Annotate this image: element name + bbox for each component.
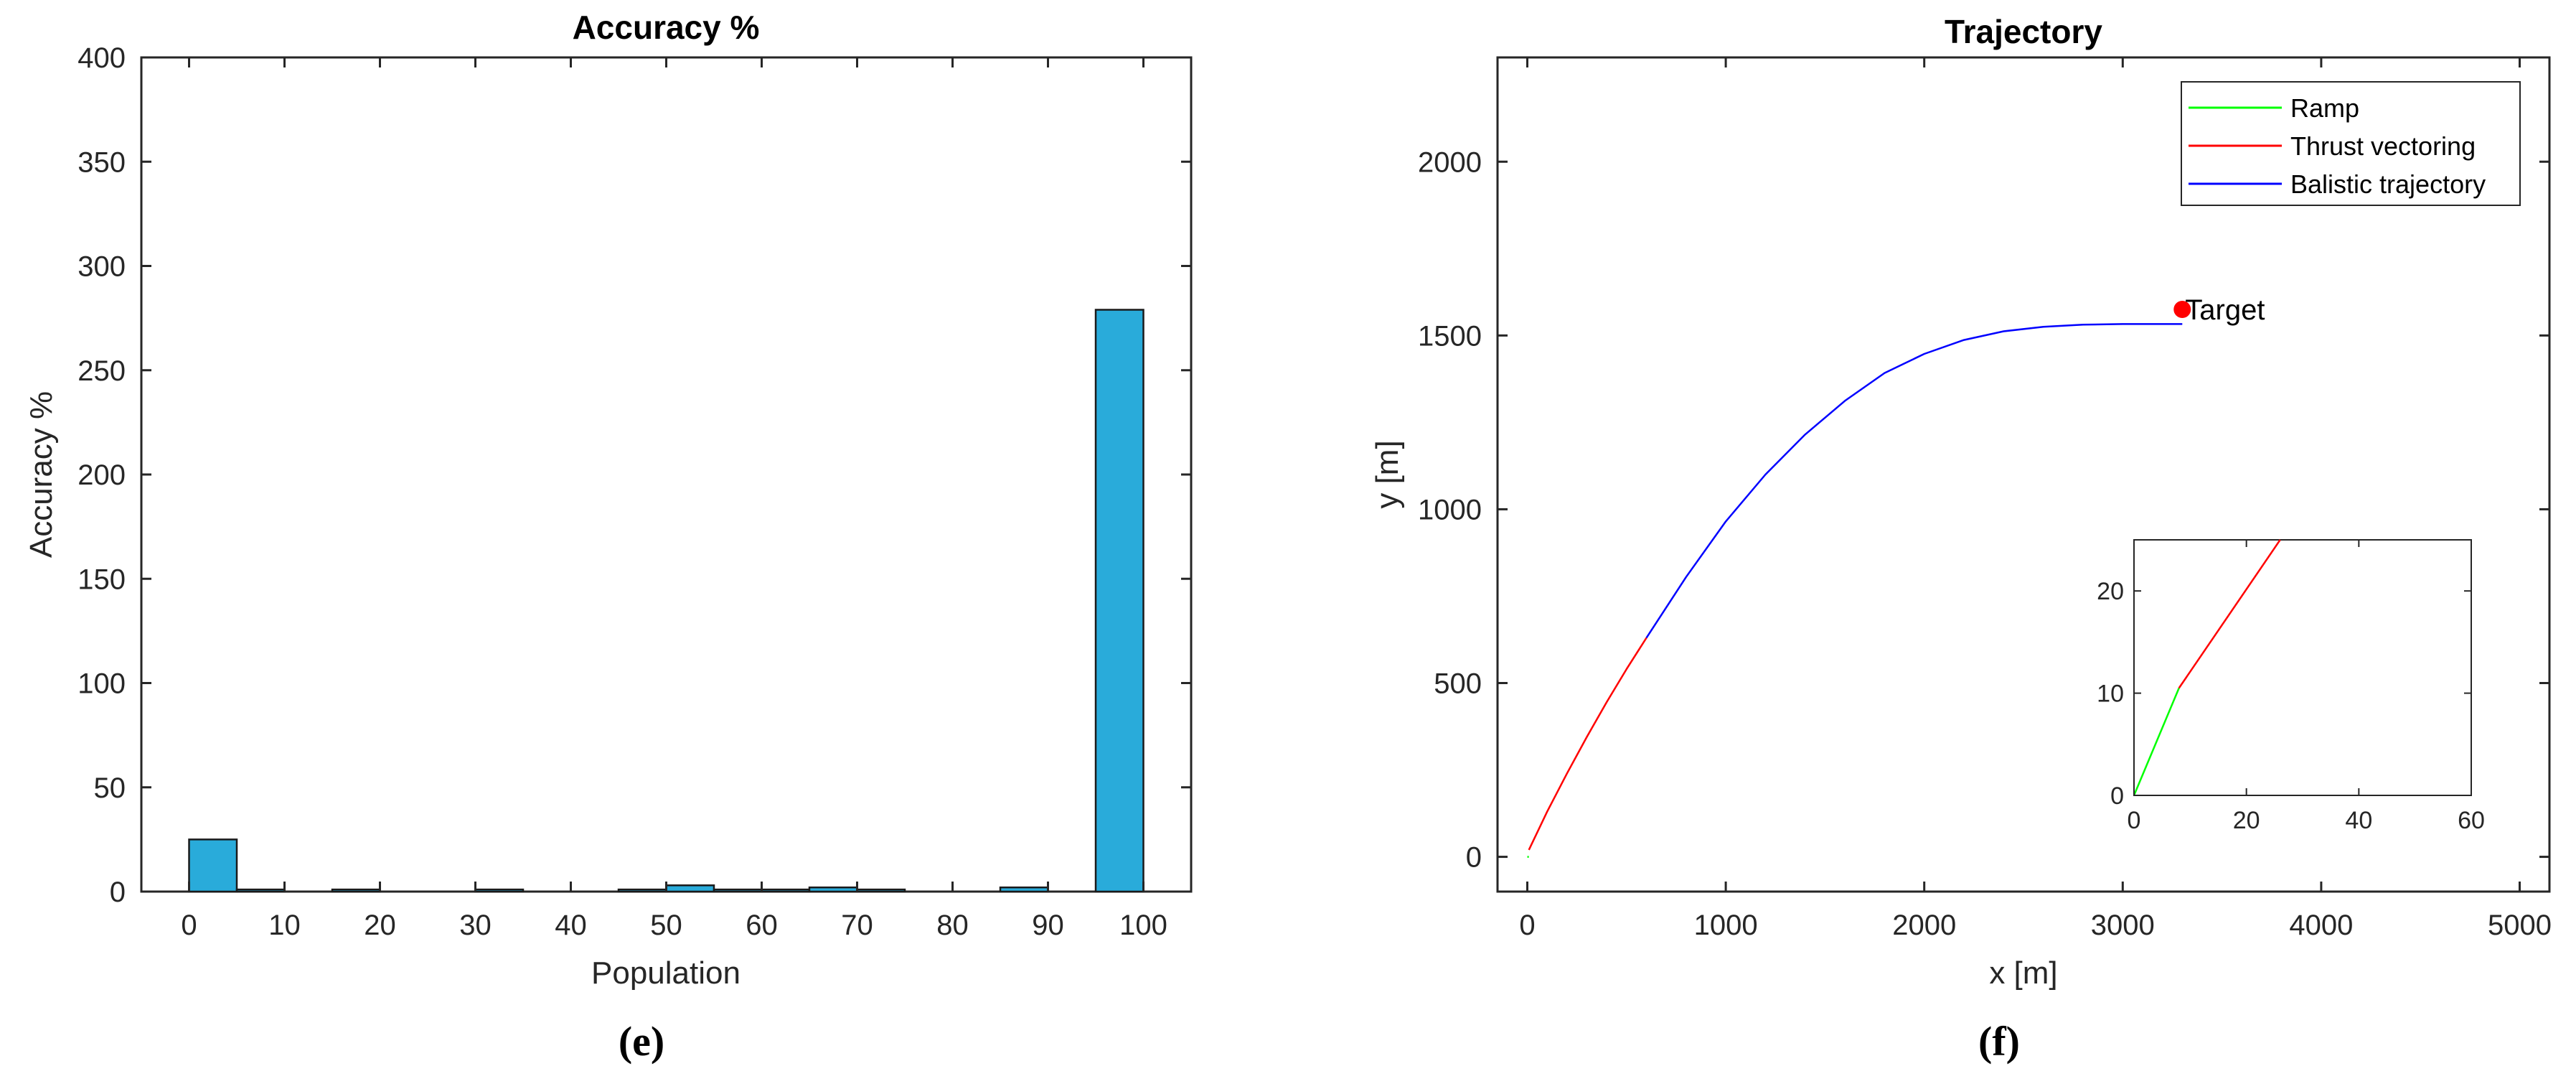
histogram-x-label: Population xyxy=(591,955,741,991)
y-tick-label: 150 xyxy=(77,564,126,595)
series-line-balistic-trajectory xyxy=(1645,323,2183,639)
x-tick-label: 60 xyxy=(746,910,778,941)
histogram-bar xyxy=(856,888,906,893)
trajectory-x-ticks: 0 1000 2000 3000 4000 5000 xyxy=(1519,57,2552,941)
histogram-bar xyxy=(474,888,525,893)
inset-y-tick-label: 0 xyxy=(2110,782,2124,810)
y-tick-label: 200 xyxy=(77,459,126,491)
x-tick-label: 50 xyxy=(650,910,682,941)
trajectory-y-label: y [m] xyxy=(1370,440,1405,508)
inset-x-tick-label: 20 xyxy=(2233,807,2260,834)
histogram-chart: 0 10 20 30 40 50 60 70 80 90 100 0 50 100 150 200 250 30… xyxy=(24,9,1193,1065)
x-tick-label: 5000 xyxy=(2488,910,2552,941)
inset-plot-area xyxy=(2133,539,2472,796)
y-tick-label: 350 xyxy=(77,146,126,178)
x-tick-label: 70 xyxy=(841,910,873,941)
trajectory-legend: Ramp Thrust vectoring Balistic trajector… xyxy=(2181,81,2521,206)
x-tick-label: 0 xyxy=(1519,910,1535,941)
x-tick-label: 40 xyxy=(555,910,587,941)
histogram-bar xyxy=(331,888,381,893)
target-label: Target xyxy=(2185,294,2265,326)
y-tick-label: 0 xyxy=(110,877,126,908)
y-tick-label: 50 xyxy=(94,772,126,804)
histogram-bar xyxy=(808,886,858,893)
series-line-thrust-vectoring xyxy=(1528,637,1647,851)
histogram-bar xyxy=(235,888,286,893)
histogram-x-ticks: 0 10 20 30 40 50 60 70 80 90 100 xyxy=(181,57,1167,941)
trajectory-inset: 0 20 40 60 0 10 20 xyxy=(2097,539,2485,834)
histogram-bars xyxy=(188,309,1144,893)
x-tick-label: 90 xyxy=(1032,910,1064,941)
y-tick-label: 400 xyxy=(77,42,126,74)
y-tick-label: 2000 xyxy=(1418,146,1482,178)
panel-label-f: (f) xyxy=(1978,1018,2020,1065)
histogram-bar xyxy=(665,884,715,893)
inset-x-tick-label: 40 xyxy=(2345,807,2372,834)
x-tick-label: 20 xyxy=(364,910,396,941)
x-tick-label: 2000 xyxy=(1892,910,1956,941)
x-tick-label: 0 xyxy=(181,910,197,941)
histogram-plot-area xyxy=(140,56,1193,893)
legend-ramp-label: Ramp xyxy=(2290,93,2359,123)
x-tick-label: 100 xyxy=(1119,910,1167,941)
target-marker xyxy=(2173,301,2191,319)
x-tick-label: 4000 xyxy=(2289,910,2353,941)
inset-y-tick-label: 20 xyxy=(2097,578,2124,605)
inset-line-ramp xyxy=(2133,688,2180,796)
histogram-bar xyxy=(1094,309,1144,893)
inset-line-thrust-vectoring xyxy=(2178,539,2281,689)
inset-x-ticks: 0 20 40 60 xyxy=(2128,540,2485,834)
inset-y-ticks: 0 10 20 xyxy=(2097,578,2471,810)
trajectory-lines xyxy=(1527,323,2183,858)
histogram-bar xyxy=(617,888,667,893)
trajectory-x-label: x [m] xyxy=(1989,955,2057,991)
legend-ballistic-label: Balistic trajectory xyxy=(2290,169,2486,199)
y-tick-label: 500 xyxy=(1434,668,1482,700)
y-tick-label: 1000 xyxy=(1418,494,1482,525)
inset-x-tick-label: 60 xyxy=(2458,807,2485,834)
x-tick-label: 30 xyxy=(459,910,492,941)
histogram-title: Accuracy % xyxy=(573,9,760,46)
histogram-bar xyxy=(713,888,763,893)
histogram-bar xyxy=(761,888,811,893)
histogram-bar xyxy=(999,886,1049,893)
y-tick-label: 300 xyxy=(77,251,126,283)
x-tick-label: 80 xyxy=(936,910,969,941)
inset-x-tick-label: 0 xyxy=(2128,807,2141,834)
inset-lines xyxy=(2133,539,2281,796)
x-tick-label: 1000 xyxy=(1694,910,1758,941)
histogram-y-ticks: 0 50 100 150 200 250 300 350 400 xyxy=(77,42,1191,908)
y-tick-label: 0 xyxy=(1466,842,1482,874)
trajectory-title: Trajectory xyxy=(1945,13,2102,50)
x-tick-label: 3000 xyxy=(2091,910,2155,941)
y-tick-label: 100 xyxy=(77,668,126,700)
y-tick-label: 1500 xyxy=(1418,320,1482,352)
legend-thrust-label: Thrust vectoring xyxy=(2290,131,2476,161)
panel-label-e: (e) xyxy=(619,1018,664,1065)
histogram-y-label: Accuracy % xyxy=(24,391,59,558)
histogram-bar xyxy=(188,838,238,893)
x-tick-label: 10 xyxy=(268,910,301,941)
y-tick-label: 250 xyxy=(77,355,126,387)
inset-y-tick-label: 10 xyxy=(2097,681,2124,708)
